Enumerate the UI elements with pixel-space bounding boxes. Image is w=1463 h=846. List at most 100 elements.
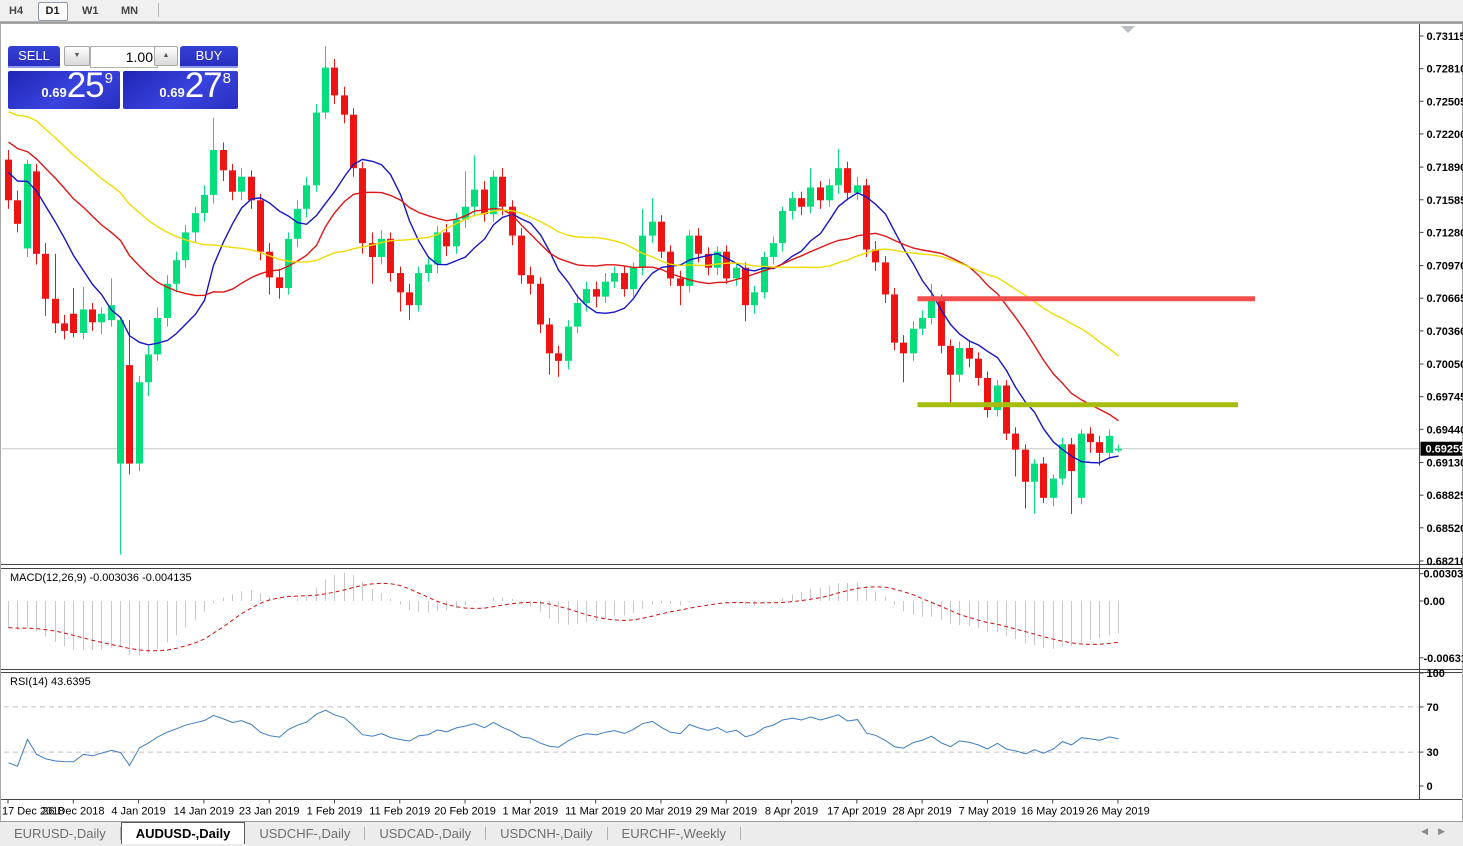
candle-body <box>322 68 329 113</box>
price-axis-label[interactable]: 0.72810 <box>1427 64 1463 76</box>
candle-body <box>1087 434 1094 443</box>
period-button-w1[interactable]: W1 <box>74 2 107 21</box>
candle-body <box>1078 434 1085 498</box>
price-chart-canvas[interactable]: 0.73115 0.72810 0.72505 0.72200 0.71890 0.715… <box>0 23 1463 822</box>
sell-price-tile[interactable]: 0.69259 <box>8 71 120 109</box>
candle-body <box>313 113 320 186</box>
candle-body <box>415 273 422 305</box>
date-axis-label[interactable]: 14 Jan 2019 <box>174 806 235 818</box>
candle-body <box>844 168 851 193</box>
date-axis-label[interactable]: 7 May 2019 <box>959 806 1016 818</box>
candle-body <box>24 164 31 249</box>
tab-eurusd-daily[interactable]: EURUSD-,Daily <box>0 823 120 845</box>
date-axis-label[interactable]: 4 Jan 2019 <box>111 806 165 818</box>
candle-body <box>285 239 292 288</box>
candle-body <box>210 150 217 195</box>
date-axis-label[interactable]: 17 Apr 2019 <box>827 806 886 818</box>
candle-body <box>882 262 889 294</box>
candle-body <box>565 327 572 361</box>
price-axis-label[interactable]: 0.69130 <box>1427 458 1463 470</box>
date-axis-label[interactable]: 11 Mar 2019 <box>565 806 626 818</box>
tab-usdcnh-daily[interactable]: USDCNH-,Daily <box>486 823 606 845</box>
resistance-hline[interactable] <box>917 296 1255 301</box>
volume-input[interactable] <box>90 46 158 68</box>
candle-body <box>397 273 404 292</box>
price-axis-label[interactable]: 0.71280 <box>1427 227 1463 239</box>
candle-body <box>42 254 49 299</box>
tab-eurchf-weekly[interactable]: EURCHF-,Weekly <box>608 823 741 845</box>
buy-price-prefix: 0.69 <box>159 85 184 100</box>
price-axis-label[interactable]: 0.70050 <box>1427 359 1463 371</box>
date-axis-label[interactable]: 1 Mar 2019 <box>503 806 559 818</box>
tab-scroll-left-icon[interactable]: ◀ <box>1421 826 1438 836</box>
tab-usdcad-daily[interactable]: USDCAD-,Daily <box>365 823 485 845</box>
price-axis-label[interactable]: 0.68210 <box>1427 556 1463 568</box>
macd-panel-title: MACD(12,26,9) -0.003036 -0.004135 <box>10 572 192 584</box>
tab-scroll-arrows[interactable]: ◀▶ <box>1421 826 1455 837</box>
candle-body <box>1022 450 1029 482</box>
candle-body <box>192 213 199 232</box>
volume-decrease-button[interactable]: ▼ <box>64 46 90 66</box>
date-axis-label[interactable]: 23 Jan 2019 <box>239 806 300 818</box>
candle-body <box>1096 442 1103 453</box>
price-axis-label[interactable]: 0.71585 <box>1427 195 1463 207</box>
candle-body <box>966 348 973 359</box>
candle-body <box>350 115 357 169</box>
candle-body <box>779 211 786 243</box>
period-button-mn[interactable]: MN <box>113 2 146 21</box>
date-axis-label[interactable]: 1 Feb 2019 <box>307 806 363 818</box>
volume-increase-button[interactable]: ▲ <box>154 46 178 66</box>
buy-price-pip: 8 <box>223 70 231 87</box>
candle-body <box>5 160 12 201</box>
candle-body <box>276 277 283 288</box>
price-axis-label[interactable]: 0.70665 <box>1427 293 1463 305</box>
candle-body <box>331 68 338 96</box>
candle-body <box>434 232 441 264</box>
price-axis-label[interactable]: 0.70970 <box>1427 261 1463 273</box>
candle-body <box>33 171 40 253</box>
price-axis-label[interactable]: 0.69745 <box>1427 392 1463 404</box>
period-button-h4[interactable]: H4 <box>1 2 31 21</box>
date-axis-label[interactable]: 20 Mar 2019 <box>630 806 692 818</box>
date-axis-label[interactable]: 11 Feb 2019 <box>369 806 430 818</box>
date-axis-label[interactable]: 26 Dec 2018 <box>42 806 104 818</box>
price-axis-label[interactable]: 0.71890 <box>1427 162 1463 174</box>
price-axis-label[interactable]: 0.70360 <box>1427 326 1463 338</box>
tab-audusd-daily[interactable]: AUDUSD-,Daily <box>121 822 246 844</box>
tab-scroll-right-icon[interactable]: ▶ <box>1438 826 1455 836</box>
period-toolbar: H4 D1 W1 MN <box>0 0 1463 22</box>
sell-button[interactable]: SELL <box>8 46 60 68</box>
support-hline[interactable] <box>917 402 1238 407</box>
buy-price-tile[interactable]: 0.69278 <box>123 71 238 109</box>
tab-usdchf-daily[interactable]: USDCHF-,Daily <box>245 823 364 845</box>
period-button-d1[interactable]: D1 <box>38 2 68 21</box>
buy-price-big: 27 <box>185 66 222 105</box>
candle-body <box>80 309 87 333</box>
price-axis-label[interactable]: 0.72200 <box>1427 129 1463 141</box>
price-axis-label[interactable]: 0.68520 <box>1427 523 1463 535</box>
price-axis-label[interactable]: 0.73115 <box>1427 31 1463 43</box>
sell-price-pip: 9 <box>105 70 113 87</box>
price-axis-label[interactable]: 0.72505 <box>1427 96 1463 108</box>
date-axis-label[interactable]: 8 Apr 2019 <box>765 806 818 818</box>
candle-body <box>602 282 609 297</box>
sell-price-prefix: 0.69 <box>41 85 66 100</box>
price-axis-label[interactable]: 0.69440 <box>1427 424 1463 436</box>
date-axis-label[interactable]: 28 Apr 2019 <box>892 806 951 818</box>
date-axis-label[interactable]: 26 May 2019 <box>1086 806 1150 818</box>
candle-body <box>826 185 833 200</box>
candle-body <box>789 198 796 211</box>
candle-body <box>294 209 301 239</box>
candle-body <box>471 190 478 207</box>
price-axis-label[interactable]: 0.68825 <box>1427 490 1463 502</box>
candle-body <box>910 329 917 354</box>
macd-axis-label: 0.003035 <box>1424 569 1463 581</box>
buy-button[interactable]: BUY <box>180 46 238 68</box>
date-axis-label[interactable]: 20 Feb 2019 <box>434 806 496 818</box>
candle-body <box>1106 436 1113 453</box>
date-axis-label[interactable]: 29 Mar 2019 <box>695 806 757 818</box>
candle-body <box>303 185 310 209</box>
candle-body <box>770 243 777 257</box>
date-axis-label[interactable]: 16 May 2019 <box>1021 806 1085 818</box>
